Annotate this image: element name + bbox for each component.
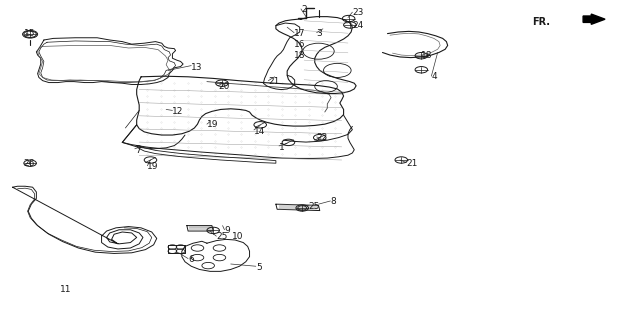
Text: 3: 3 [317,29,322,38]
Text: 20: 20 [218,82,229,91]
Text: 13: 13 [191,63,203,72]
FancyArrow shape [583,14,605,24]
Text: 2: 2 [301,5,307,14]
Text: 21: 21 [406,159,418,168]
Text: 25: 25 [216,232,228,241]
Text: 5: 5 [256,263,261,272]
Text: 15: 15 [24,29,35,38]
Text: 25: 25 [308,202,320,211]
Text: 14: 14 [254,127,265,136]
Text: 22: 22 [317,133,328,142]
Text: 24: 24 [352,21,364,30]
Text: 7: 7 [135,146,140,155]
Text: 1: 1 [279,143,285,152]
Text: 16: 16 [294,40,305,49]
Text: 21: 21 [268,77,280,86]
Text: 17: 17 [294,29,305,38]
Text: 9: 9 [224,226,230,235]
Text: 18: 18 [421,52,433,60]
Text: 8: 8 [330,197,336,206]
Text: 11: 11 [60,285,71,294]
Text: FR.: FR. [532,17,550,28]
Text: 6: 6 [188,255,194,264]
Text: 4: 4 [431,72,437,81]
Text: 26: 26 [24,159,35,168]
Text: 23: 23 [352,8,364,17]
Text: 19: 19 [147,162,159,171]
Text: 19: 19 [207,120,218,129]
Text: 18: 18 [294,52,305,60]
Text: 10: 10 [232,232,243,241]
Text: 12: 12 [172,108,184,116]
